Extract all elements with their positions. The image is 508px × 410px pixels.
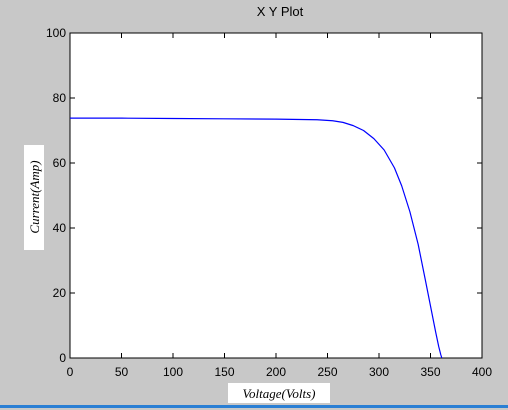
y-tick-label-40: 40 [53,221,67,235]
plot-title: X Y Plot [257,4,304,19]
series-layer [70,117,443,359]
y-tick-label-20: 20 [53,286,67,300]
y-tick-label-0: 0 [59,351,66,365]
x-axis-label: Voltage(Volts) [243,386,316,401]
x-tick-label-200: 200 [266,365,286,379]
x-tick-label-350: 350 [420,365,440,379]
y-axis-label: Current(Amp) [27,160,42,233]
x-tick-label-250: 250 [317,365,337,379]
window-bottom-border [0,405,508,408]
y-axis-label-box [24,145,44,250]
axis-tick-labels: 0 50 100 150 200 250 300 350 400 0 20 40 60 80 100 [46,26,492,379]
x-tick-label-100: 100 [163,365,183,379]
y-tick-label-100: 100 [46,26,66,40]
x-tick-label-300: 300 [369,365,389,379]
plot-area [69,32,483,359]
x-tick-label-50: 50 [115,365,129,379]
x-tick-label-0: 0 [67,365,74,379]
x-tick-label-400: 400 [472,365,492,379]
y-tick-label-80: 80 [53,91,67,105]
y-tick-label-60: 60 [53,156,67,170]
x-axis-label-box [228,383,330,403]
axis-ticks [69,32,483,359]
series-line-0 [70,117,443,359]
x-tick-label-150: 150 [214,365,234,379]
